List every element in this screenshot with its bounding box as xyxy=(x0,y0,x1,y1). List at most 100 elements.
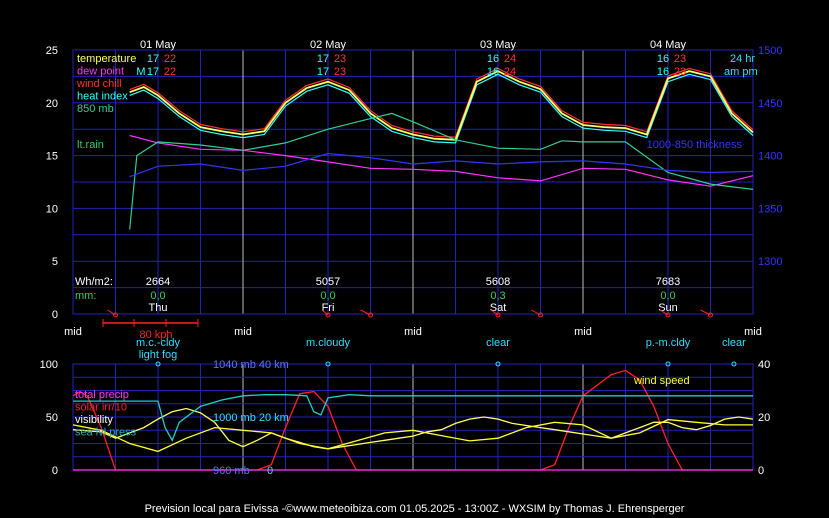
daily-min: 16 xyxy=(487,53,499,65)
solar-value: 5608 xyxy=(486,276,510,288)
weather-marker xyxy=(665,361,671,367)
daily-min: 17 xyxy=(147,66,159,78)
series-temperature xyxy=(129,70,754,141)
series-1000-850-thickness xyxy=(129,152,754,178)
wind-barb-dot xyxy=(368,312,373,318)
weather-label: m.cloudy xyxy=(306,337,351,349)
pressure-label: 1040 mb 40 km xyxy=(213,359,289,371)
day-label: Thu xyxy=(149,302,168,314)
legend-label: sea lvl press xyxy=(75,427,137,439)
y-tick-label: 20 xyxy=(46,98,58,110)
legend-label: total precip xyxy=(75,389,129,401)
top-chart-series xyxy=(129,67,754,230)
solar-value: 5057 xyxy=(316,276,340,288)
x-tick-label: mid xyxy=(234,326,252,338)
rain-value: 0,0 xyxy=(320,290,335,302)
series-heat-index xyxy=(129,73,754,144)
legend-label: temperature xyxy=(77,53,136,65)
pressure-label: 0 xyxy=(267,465,273,477)
series-visibility xyxy=(72,407,754,450)
series-dew-point xyxy=(129,134,754,187)
series-wind-chill xyxy=(129,67,754,138)
weather-label: p.-m.cldy xyxy=(646,337,691,349)
weather-marker xyxy=(325,361,331,367)
weather-label: light fog xyxy=(139,349,178,361)
y-tick-label-right: 1400 xyxy=(758,151,782,163)
pressure-label: 1000 mb 20 km xyxy=(213,412,289,424)
y-tick-label: 25 xyxy=(46,45,58,57)
wind-scale-label: 80 kph xyxy=(139,329,172,341)
legend-label: 850 mb xyxy=(77,103,114,115)
series-sea-lvl-press xyxy=(73,394,753,442)
daily-max: 24 xyxy=(504,66,516,78)
y-tick-label: 5 xyxy=(52,256,58,268)
chart-labels: 0 5 10 15 20 25 1300 1350 1400 1450 1500 0 50 100 0 20 4… xyxy=(40,39,783,477)
solar-value: 2664 xyxy=(146,276,170,288)
y-tick-label: 0 xyxy=(52,465,58,477)
bottom-chart-series xyxy=(72,369,754,471)
top-chart-grid xyxy=(72,49,754,315)
weather-label: clear xyxy=(486,337,510,349)
x-tick-label: mid xyxy=(64,326,82,338)
y-tick-label-right: 0 xyxy=(758,465,764,477)
rain-value: 0,3 xyxy=(490,290,505,302)
date-label: 02 May xyxy=(310,39,347,51)
y-tick-label-right: 40 xyxy=(758,359,770,371)
wind-barb xyxy=(321,309,329,316)
date-label: 04 May xyxy=(650,39,687,51)
wind-barb-dot xyxy=(708,312,713,318)
rain-value: 0,0 xyxy=(150,290,165,302)
legend-label: solar irr/10 xyxy=(75,402,127,414)
y-tick-label: 50 xyxy=(46,412,58,424)
y-tick-label: 0 xyxy=(52,309,58,321)
y-tick-label-right: 1350 xyxy=(758,203,782,215)
top-chart-frame xyxy=(72,49,754,315)
rain-value: 0,0 xyxy=(660,290,675,302)
wind-barb xyxy=(490,309,499,316)
y-tick-label-right: 1450 xyxy=(758,98,782,110)
weather-marker xyxy=(155,361,161,367)
weather-marker xyxy=(731,361,737,367)
daily-min: 17 xyxy=(147,53,159,65)
wind-speed-label: wind speed xyxy=(633,375,690,387)
pressure-label: 960 mb xyxy=(213,465,250,477)
daily-max: 24 xyxy=(504,53,516,65)
daily-max: 22 xyxy=(164,66,176,78)
weather-label: m.c.-cldy xyxy=(136,337,181,349)
series-850-mb xyxy=(129,112,754,230)
day-label: Sun xyxy=(658,302,678,314)
daily-max: 23 xyxy=(674,66,686,78)
daily-max: 23 xyxy=(334,53,346,65)
wind-barb-dot xyxy=(665,312,671,318)
solar-row-label: Wh/m2: xyxy=(75,276,113,288)
y-tick-label: 15 xyxy=(46,151,58,163)
legend-label: dew point xyxy=(77,66,124,78)
wind-barb-dot xyxy=(113,312,118,318)
daily-min: 17 xyxy=(317,66,329,78)
x-tick-label: mid xyxy=(574,326,592,338)
wind-barb-dot xyxy=(538,312,543,318)
y-tick-label-right: 1300 xyxy=(758,256,782,268)
daily-min: 16 xyxy=(487,66,499,78)
weather-label: clear xyxy=(722,337,746,349)
bottom-chart-grid xyxy=(72,363,754,471)
y-tick-label-right: 20 xyxy=(758,412,770,424)
legend-label: visibility xyxy=(75,414,113,426)
series-wind-speed xyxy=(72,418,753,453)
min-max-prefix: M xyxy=(136,66,145,78)
x-tick-label: mid xyxy=(744,326,762,338)
y-tick-label-right: 1500 xyxy=(758,45,782,57)
hr-label: 24 hr xyxy=(730,53,755,65)
wind-barb-dot xyxy=(495,312,501,318)
day-label: Sat xyxy=(490,302,507,314)
y-tick-label: 10 xyxy=(46,203,58,215)
legend-label: wind chill xyxy=(76,78,122,90)
legend-label: heat index xyxy=(77,91,128,103)
daily-max: 23 xyxy=(334,66,346,78)
daily-min: 16 xyxy=(657,66,669,78)
day-label: Fri xyxy=(322,302,335,314)
wind-barb-dot xyxy=(325,312,331,318)
date-label: 03 May xyxy=(480,39,517,51)
daily-min: 17 xyxy=(317,53,329,65)
